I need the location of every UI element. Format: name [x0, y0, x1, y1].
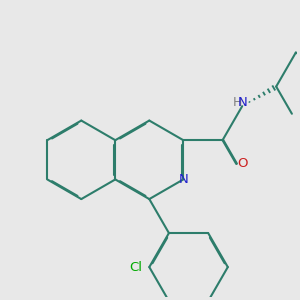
- Text: O: O: [237, 158, 247, 170]
- Text: N: N: [237, 96, 247, 109]
- Text: N: N: [178, 173, 188, 186]
- Text: H: H: [233, 96, 242, 109]
- Text: Cl: Cl: [129, 261, 142, 274]
